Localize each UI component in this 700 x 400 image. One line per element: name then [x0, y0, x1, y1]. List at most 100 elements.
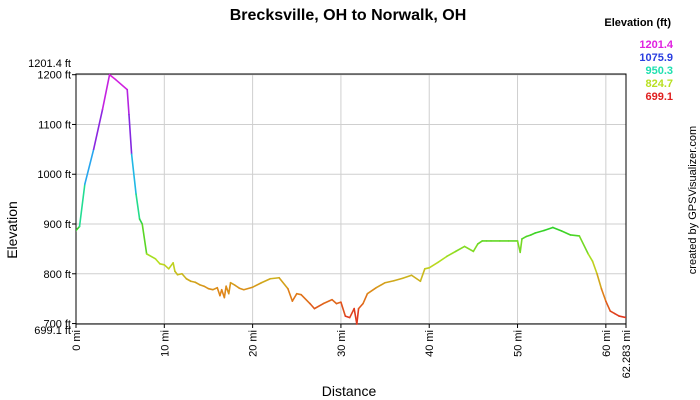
profile-segment: [300, 293, 311, 305]
x-tick-label: 40 mi: [424, 330, 436, 357]
x-axis-ticks: 0 mi 10 mi 20 mi 30 mi 40 mi 50 mi 60 mi 62.283…: [71, 324, 633, 378]
y-extreme-label: 1201.4 ft: [28, 58, 71, 70]
profile-segment: [331, 298, 338, 305]
profile-segment: [348, 307, 355, 319]
y-tick-label: 700 ft: [43, 319, 71, 331]
profile-segment: [242, 286, 254, 291]
profile-segment: [223, 285, 227, 299]
x-tick-label: 62.283 mi: [621, 330, 633, 378]
elevation-legend: Elevation (ft) 1201.41075.9950.3824.7699…: [604, 17, 673, 103]
profile-segment: [291, 292, 298, 302]
profile-segment: [251, 281, 263, 289]
y-axis-label: Elevation: [4, 201, 20, 259]
profile-segment: [78, 183, 86, 228]
profile-segment: [362, 292, 369, 305]
legend-title: Elevation (ft): [604, 17, 671, 29]
profile-segment: [309, 302, 316, 310]
profile-segment: [172, 262, 176, 273]
profile-segment: [476, 240, 484, 245]
profile-segment: [569, 234, 581, 237]
legend-entry: 1075.9: [639, 52, 673, 64]
chart-title: Brecksville, OH to Norwalk, OH: [230, 7, 467, 24]
profile-segment: [393, 277, 404, 282]
legend-entry: 1201.4: [639, 39, 674, 51]
profile-segment: [128, 113, 133, 156]
profile-segment: [126, 88, 130, 116]
profile-segment: [587, 253, 594, 263]
profile-segment: [92, 108, 104, 151]
profile-segment: [163, 264, 170, 270]
legend-entry: 950.3: [645, 65, 673, 77]
profile-segment: [340, 301, 347, 317]
y-axis-ticks: 700 ft 800 ft 900 ft 1000 ft 1100 ft 1200 ft1…: [28, 58, 76, 337]
y-tick-label: 1200 ft: [37, 70, 71, 82]
profile-segment: [154, 258, 161, 265]
profile-segment: [519, 238, 523, 254]
profile-segment: [278, 276, 289, 290]
profile-segment: [463, 245, 475, 253]
profile-segment: [472, 243, 479, 253]
profile-segment: [401, 274, 413, 280]
plot-frame: [75, 73, 627, 325]
y-tick-label: 1100 ft: [38, 119, 71, 131]
profile-segment: [618, 315, 626, 319]
profile-segment: [130, 153, 137, 195]
profile-segment: [356, 307, 360, 325]
profile-segment: [437, 255, 448, 264]
profile-segment: [322, 298, 333, 305]
profile-segment: [428, 261, 439, 269]
profile-segment: [114, 78, 129, 91]
profile-segment: [578, 235, 589, 255]
y-tick-label: 900 ft: [43, 219, 71, 231]
profile-segment: [600, 287, 607, 302]
profile-segment: [384, 279, 395, 284]
profile-segment: [591, 260, 598, 275]
profile-segment: [521, 235, 528, 240]
profile-segment: [76, 225, 81, 232]
profile-segment: [552, 226, 563, 232]
x-tick-label: 60 mi: [601, 330, 613, 357]
legend-entry: 824.7: [645, 78, 673, 90]
profile-segment: [313, 302, 325, 310]
profile-segment: [534, 229, 545, 234]
y-tick-label: 1000 ft: [37, 169, 71, 181]
profile-segment: [543, 226, 554, 232]
credit-text: created by GPSVisualizer.com: [687, 126, 699, 274]
profile-segment: [560, 230, 572, 236]
x-tick-label: 50 mi: [513, 330, 525, 357]
profile-segment: [167, 262, 174, 270]
profile-segment: [357, 302, 364, 310]
profile-segment: [138, 218, 144, 225]
x-tick-label: 30 mi: [336, 330, 348, 357]
profile-segment: [227, 281, 232, 295]
x-tick-label: 10 mi: [159, 330, 171, 357]
profile-segment: [366, 286, 378, 295]
profile-segment: [203, 285, 210, 290]
profile-segment: [446, 250, 457, 258]
profile-segment: [613, 312, 620, 317]
profile-segment: [229, 281, 236, 287]
profile-segment: [260, 277, 272, 284]
profile-segment: [212, 286, 219, 291]
profile-segment: [108, 73, 117, 81]
elevation-profile: [76, 73, 626, 325]
y-tick-label: 800 ft: [43, 269, 71, 281]
profile-segment: [101, 73, 111, 111]
y-extreme-label: 699.1 ft: [34, 325, 71, 337]
x-tick-label: 20 mi: [248, 330, 260, 357]
profile-segment: [375, 281, 386, 289]
profile-segment: [181, 272, 188, 280]
profile-segment: [141, 223, 148, 255]
profile-segment: [84, 148, 95, 185]
grid-lines: [76, 74, 626, 325]
profile-segment: [596, 272, 603, 290]
x-axis-label: Distance: [322, 383, 377, 399]
profile-segment: [454, 245, 466, 253]
profile-segment: [529, 232, 536, 236]
profile-segment: [410, 274, 422, 283]
x-tick-label: 0 mi: [71, 330, 83, 351]
profile-segment: [185, 277, 192, 283]
profile-segment: [234, 284, 241, 290]
profile-segment: [194, 281, 201, 286]
